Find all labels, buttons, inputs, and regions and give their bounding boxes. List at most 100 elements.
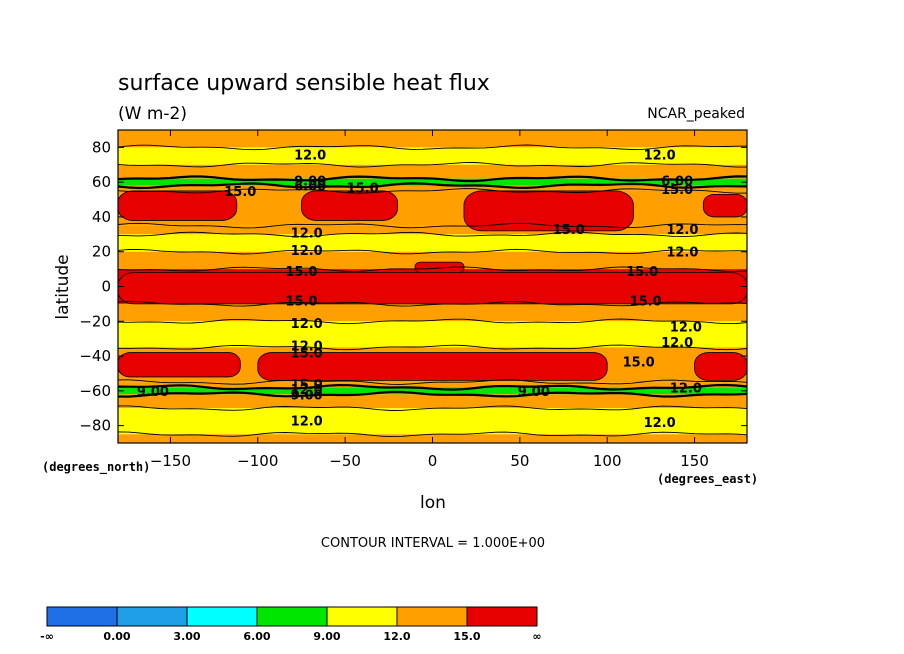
contour-label: 12.0: [291, 414, 323, 429]
contour-line: [118, 266, 747, 272]
contour-label: 15.0: [553, 223, 585, 238]
color-bar-label: 12.0: [383, 630, 410, 643]
high-flux-patch: [694, 352, 747, 381]
contour-label: 12.0: [291, 317, 323, 332]
lat-band: [118, 387, 747, 395]
contour-label: 15.0: [291, 378, 323, 393]
lat-band: [118, 178, 747, 186]
color-bar-label: 6.00: [243, 630, 270, 643]
lat-band: [118, 408, 747, 435]
contour-label: 15.0: [630, 294, 662, 309]
contour-label: 12.0: [291, 227, 323, 242]
lat-band: [118, 225, 747, 235]
lat-band: [118, 321, 747, 348]
x-tick-label: −100: [237, 452, 278, 470]
color-bar-label: 15.0: [453, 630, 480, 643]
color-bar-swatch: [116, 606, 188, 627]
y-tick-label: 80: [92, 138, 111, 156]
contour-label: 12.0: [661, 336, 693, 351]
contour-interval: CONTOUR INTERVAL = 1.000E+00: [321, 536, 545, 551]
contour-label: 15.0: [285, 294, 317, 309]
contour-line: [118, 379, 747, 385]
contour-line: [118, 431, 747, 438]
contour-line: [118, 405, 747, 411]
lat-band: [118, 382, 747, 388]
chart-units: (W m-2): [118, 104, 187, 124]
contour-line: [118, 231, 747, 238]
color-bar-swatch: [396, 606, 468, 627]
high-flux-patch: [118, 352, 241, 378]
contour-line: [118, 383, 747, 391]
contour-line: [118, 188, 747, 194]
color-bar-swatch: [256, 606, 328, 627]
contour-line: [118, 162, 747, 168]
lat-band: [118, 303, 747, 322]
color-bar-label: 0.00: [103, 630, 130, 643]
contour-label: 15.0: [224, 185, 256, 200]
color-bar-label: 9.00: [313, 630, 340, 643]
x-tick-label: 100: [593, 452, 622, 470]
lat-band: [118, 234, 747, 252]
contour-label: 12.0: [291, 383, 323, 398]
lat-band: [118, 164, 747, 179]
contour-label: 15.0: [347, 181, 379, 196]
axis-ticks: −150 −100 −50 0 50 100 150 80 60 40 20 0 −20 −40 −60 −8…: [79, 130, 747, 470]
y-tick-label: −40: [79, 347, 111, 365]
contour-label: 6.00: [661, 174, 693, 189]
contour-label: 15.0: [626, 265, 658, 280]
lat-band: [118, 185, 747, 191]
lat-band: [118, 394, 747, 409]
y-units-note: (degrees_north): [42, 460, 150, 475]
contour-label: 12.0: [294, 148, 326, 163]
high-flux-patch: [257, 352, 608, 381]
x-tick-label: 0: [428, 452, 438, 470]
color-bar-swatch: [46, 606, 118, 627]
chart-title: surface upward sensible heat flux: [118, 71, 490, 96]
dataset-name: NCAR_peaked: [647, 106, 745, 122]
contour-label: 9.00: [518, 385, 550, 400]
high-flux-patch: [463, 190, 634, 232]
x-tick-label: −50: [329, 452, 361, 470]
y-tick-label: 20: [92, 243, 111, 261]
contour-label: 12.0: [670, 320, 702, 335]
contour-label: 15.0: [285, 265, 317, 280]
contour-label: 9.00: [137, 385, 169, 400]
contour-label: 12.0: [291, 340, 323, 355]
y-axis-label: latitude: [53, 254, 73, 319]
contour-label: 12.0: [291, 244, 323, 259]
contour-line: [118, 222, 747, 229]
color-bar-swatch: [186, 606, 258, 627]
high-flux-patch: [702, 193, 747, 218]
contour-label: 15.0: [623, 355, 655, 370]
contour-line: [118, 390, 747, 398]
contour-line: [118, 301, 747, 307]
contour-line: [118, 182, 747, 190]
contour-lines: [118, 144, 747, 438]
x-tick-label: −150: [150, 452, 191, 470]
contour-label: 15.0: [291, 347, 323, 362]
color-bar-label: -∞: [40, 630, 54, 643]
contour-label: 9.00: [291, 388, 323, 403]
contour-label: 15.0: [661, 183, 693, 198]
color-bar-swatch: [466, 606, 538, 627]
contour-label: 12.0: [644, 148, 676, 163]
y-tick-label: −60: [79, 382, 111, 400]
y-tick-label: −80: [79, 417, 111, 435]
x-tick-label: 150: [680, 452, 709, 470]
contour-line: [118, 175, 747, 183]
high-flux-patch: [118, 190, 238, 221]
contour-label: 12.0: [670, 381, 702, 396]
color-bar-label: ∞: [532, 630, 541, 643]
contour-fill: [118, 130, 747, 443]
y-tick-label: 0: [101, 278, 111, 296]
contour-line: [118, 344, 747, 351]
contour-line: [118, 248, 747, 255]
color-bar-label: 3.00: [173, 630, 200, 643]
contour-label: 9.00: [294, 174, 326, 189]
color-bar: -∞ 0.00 3.00 6.00 9.00 12.0 15.0 ∞: [40, 606, 542, 643]
lat-band: [118, 147, 747, 165]
y-tick-label: −20: [79, 312, 111, 330]
y-tick-label: 40: [92, 208, 111, 226]
color-bar-swatch: [326, 606, 398, 627]
